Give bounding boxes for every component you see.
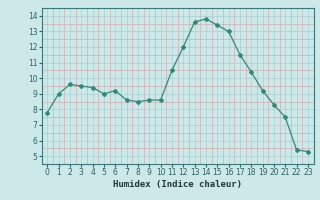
X-axis label: Humidex (Indice chaleur): Humidex (Indice chaleur) (113, 180, 242, 189)
